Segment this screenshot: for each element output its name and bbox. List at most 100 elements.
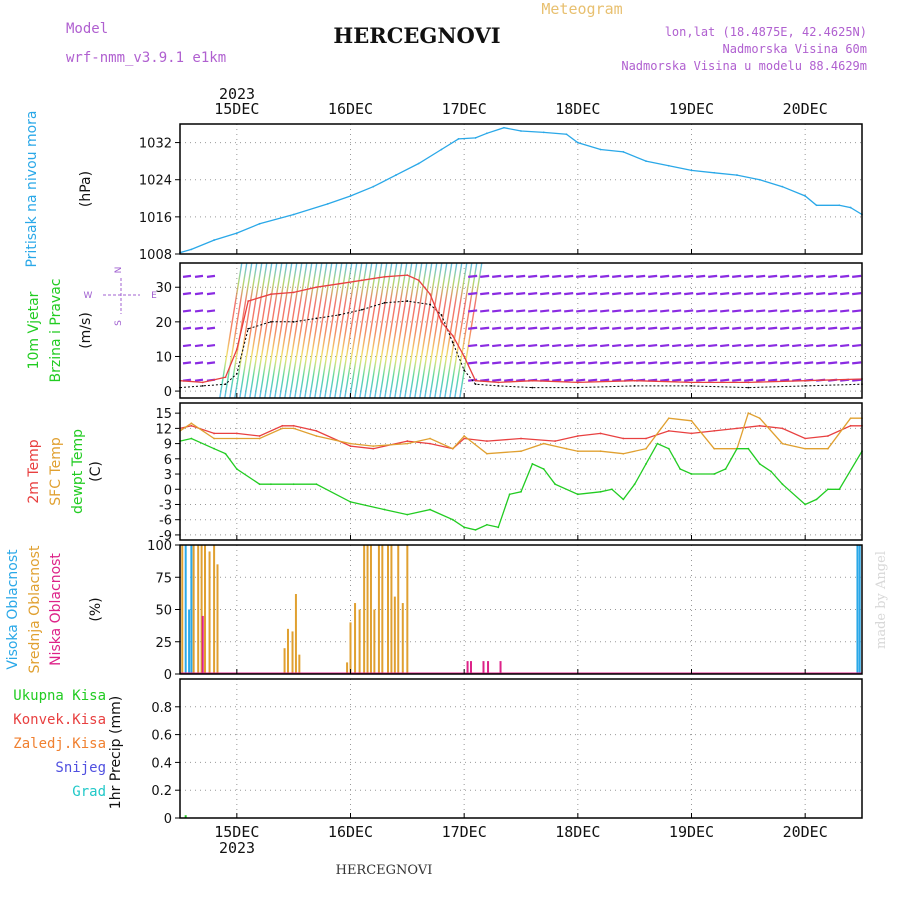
data-point <box>315 317 318 320</box>
data-point <box>440 148 443 151</box>
data-point <box>281 427 284 430</box>
data-point <box>838 204 841 207</box>
data-point <box>429 508 431 511</box>
data-point <box>457 137 460 140</box>
y-tick-label: 1032 <box>139 137 172 152</box>
data-point <box>270 483 272 486</box>
data-point <box>713 430 716 432</box>
data-point <box>247 327 250 330</box>
data-point <box>633 379 636 382</box>
data-point <box>554 440 556 442</box>
data-point <box>270 320 272 323</box>
data-point <box>349 195 352 197</box>
bar-srednja-oblacnost <box>200 545 203 674</box>
y-axis-label: Niska Oblacnost <box>48 553 64 666</box>
data-point <box>281 424 284 427</box>
data-point <box>667 447 670 450</box>
y-axis-label: (C) <box>88 461 104 482</box>
data-point <box>690 473 693 475</box>
bar-srednja-oblacnost <box>358 609 361 674</box>
data-point <box>599 450 602 453</box>
data-point <box>531 379 534 382</box>
series-line-sfc-temp <box>179 412 862 455</box>
series-line-dewpt-temp <box>179 437 863 531</box>
y-tick-label: 1008 <box>139 248 172 263</box>
model-elevation-text: Nadmorska Visina u modelu 88.4629m <box>621 59 867 73</box>
data-point <box>372 447 375 450</box>
data-point <box>724 468 727 470</box>
data-point <box>690 381 693 384</box>
y-tick-label: 1016 <box>139 211 172 226</box>
compass-s: S <box>114 320 124 326</box>
data-point <box>565 133 568 136</box>
data-point <box>622 437 625 440</box>
bar-srednja-oblacnost <box>204 545 207 674</box>
data-point <box>429 437 431 440</box>
data-point <box>315 435 318 437</box>
data-point <box>736 447 738 450</box>
y-tick-label: 0.4 <box>151 756 172 771</box>
panel-wind: 0 10 20 30 10m Vjetar Brzina i Pravac (m/s) <box>26 262 863 400</box>
bar-visoka-oblacnost <box>188 609 191 674</box>
model-label: Model <box>66 21 108 37</box>
legend-entry: Ukupna Kisa <box>13 688 106 704</box>
data-point <box>747 381 750 384</box>
data-point <box>667 164 670 167</box>
data-point <box>713 473 716 475</box>
data-point <box>849 417 852 420</box>
data-point <box>645 437 647 440</box>
data-point <box>576 386 579 389</box>
data-point <box>781 442 784 445</box>
y-axis-label: 1hr Precip (mm) <box>108 696 124 809</box>
y-tick-label: -6 <box>159 514 172 529</box>
bar-srednja-oblacnost <box>213 545 216 674</box>
data-point <box>486 452 488 455</box>
data-point <box>383 301 386 304</box>
y-tick-label: -9 <box>159 529 172 544</box>
data-point <box>315 483 318 486</box>
data-point <box>429 293 431 296</box>
data-point <box>713 171 716 174</box>
data-point <box>599 490 602 493</box>
data-point <box>747 386 750 389</box>
lonlat-text: lon,lat (18.4875E, 42.4625N) <box>665 25 867 39</box>
compass-e: E <box>151 291 157 301</box>
y-tick-label: 20 <box>155 316 172 331</box>
data-point <box>463 355 466 358</box>
series-line-pressure <box>179 127 863 254</box>
data-point <box>622 498 625 501</box>
data-point <box>235 437 238 440</box>
data-point <box>827 435 829 437</box>
data-point <box>815 498 818 501</box>
bar-niska-oblacnost <box>487 661 490 674</box>
data-point <box>451 334 454 337</box>
bar-niska-oblacnost <box>469 661 472 674</box>
data-point <box>690 432 693 435</box>
y-axis-label: dewpt Temp <box>70 429 86 514</box>
elevation-text: Nadmorska Visina 60m <box>723 42 868 56</box>
data-point <box>531 462 534 465</box>
y-tick-label: 30 <box>155 281 172 296</box>
series-line-wind-speed <box>179 300 863 389</box>
data-point <box>781 483 784 486</box>
data-point <box>292 291 295 294</box>
data-point <box>804 447 807 450</box>
data-point <box>804 379 807 382</box>
wind-barbs-strong <box>219 262 483 399</box>
data-point <box>520 450 522 453</box>
x-tick-label-top: 20DEC <box>783 100 828 118</box>
data-point <box>758 178 761 181</box>
x-tick-label-top: 17DEC <box>442 100 487 118</box>
data-point <box>599 148 602 151</box>
panel-frame <box>179 262 863 399</box>
x-tick-label-bottom: 16DEC <box>328 823 373 841</box>
data-point <box>451 341 454 344</box>
data-point <box>201 381 204 384</box>
bar-srednja-oblacnost <box>366 545 369 674</box>
data-point <box>747 447 750 450</box>
data-point <box>213 239 216 241</box>
data-point <box>190 437 193 440</box>
data-point <box>406 513 409 516</box>
data-point <box>645 447 647 450</box>
